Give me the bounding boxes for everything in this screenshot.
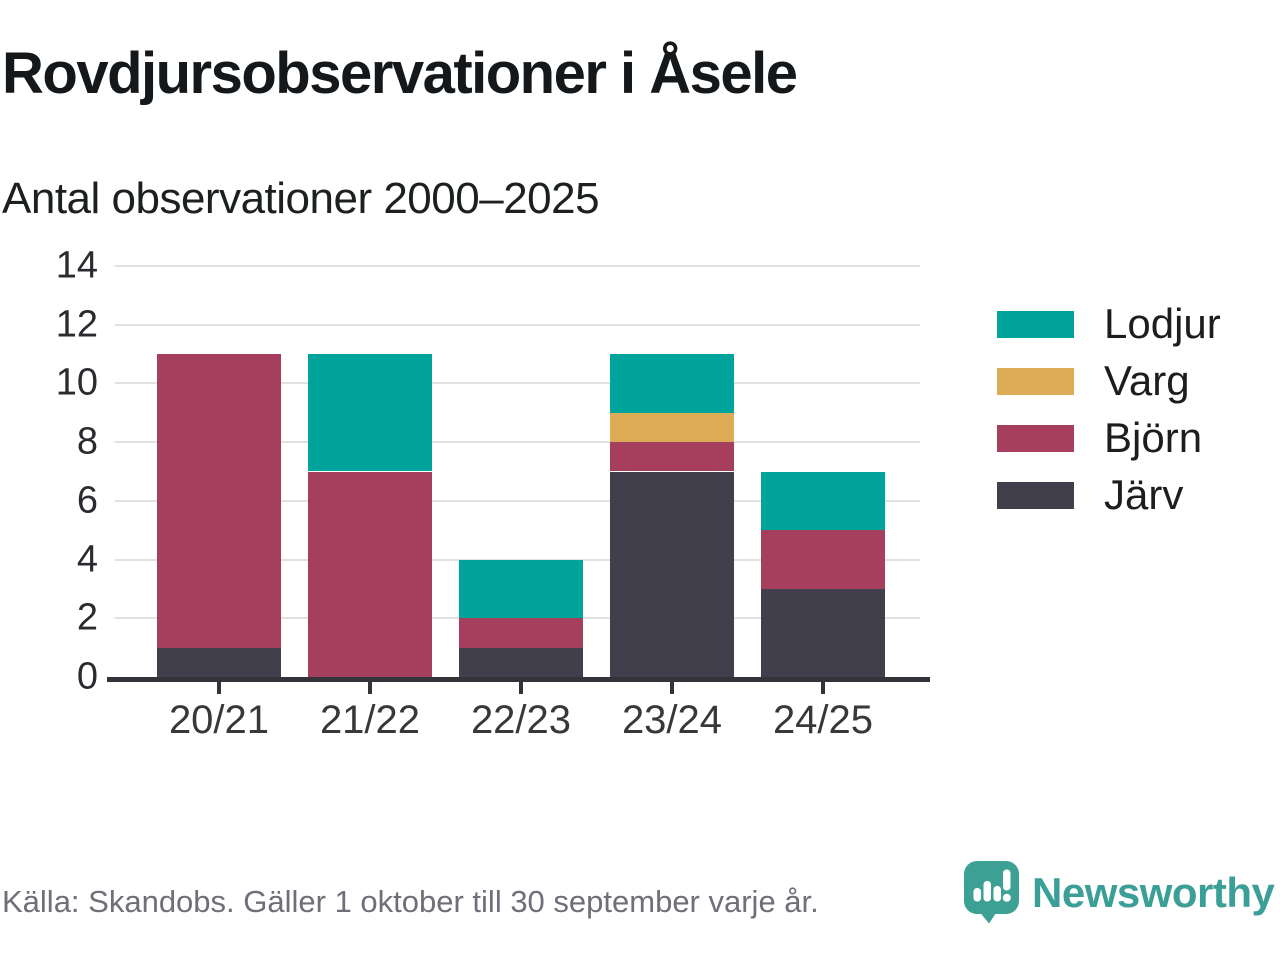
legend-swatch-järv [997, 481, 1074, 509]
legend-swatch-varg [997, 367, 1074, 395]
gridline-6 [115, 499, 920, 502]
y-axis-label-14: 14 [55, 244, 98, 287]
y-axis-label-8: 8 [76, 420, 98, 463]
brand-wordmark: Newsworthy [1032, 869, 1275, 916]
x-axis-label-20-21: 20/21 [168, 698, 270, 742]
x-axis-tick-23-24 [670, 682, 674, 694]
legend-label-björn: Björn [1104, 414, 1203, 461]
y-axis-label-2: 2 [76, 596, 98, 639]
legend-item-lodjur: Lodjur [997, 302, 1221, 346]
legend-item-järv: Järv [997, 473, 1221, 517]
bar-segment-lodjur-22-23 [459, 559, 583, 619]
x-axis-label-24-25: 24/25 [772, 698, 874, 742]
legend-label-lodjur: Lodjur [1104, 300, 1221, 347]
source-text: Källa: Skandobs. Gäller 1 oktober till 3… [2, 884, 819, 919]
x-axis-label-23-24: 23/24 [621, 698, 723, 742]
x-axis-tick-20-21 [217, 682, 221, 694]
bar-segment-järv-23-24 [610, 471, 734, 677]
bar-segment-björn-20-21 [157, 354, 281, 648]
gridline-10 [115, 382, 920, 385]
legend-label-varg: Varg [1104, 357, 1190, 404]
y-axis-label-12: 12 [55, 303, 98, 346]
legend-swatch-björn [997, 424, 1074, 452]
bar-segment-varg-23-24 [610, 412, 734, 443]
legend-swatch-lodjur [997, 310, 1074, 338]
bar-segment-björn-24-25 [761, 530, 885, 589]
x-axis-label-22-23: 22/23 [470, 698, 572, 742]
gridline-8 [115, 441, 920, 444]
chart-title: Rovdjursobservationer i Åsele [2, 41, 798, 106]
y-axis-label-6: 6 [76, 479, 98, 522]
legend: Lodjur Varg Björn Järv [997, 302, 1221, 517]
brand-logo: Newsworthy [963, 860, 1275, 924]
x-axis-tick-21-22 [368, 682, 372, 694]
bar-segment-lodjur-24-25 [761, 471, 885, 531]
legend-item-varg: Varg [997, 359, 1221, 403]
bar-segment-järv-20-21 [157, 647, 281, 677]
bar-segment-lodjur-21-22 [308, 354, 432, 472]
newsworthy-bubble-icon [964, 861, 1019, 924]
x-axis-label-21-22: 21/22 [319, 698, 421, 742]
legend-label-järv: Järv [1104, 471, 1184, 518]
gridline-14 [115, 265, 920, 267]
y-axis-label-4: 4 [76, 538, 98, 581]
bar-segment-järv-22-23 [459, 647, 583, 677]
x-axis-tick-24-25 [821, 682, 825, 694]
bar-segment-björn-21-22 [308, 471, 432, 677]
bar-segment-björn-22-23 [459, 618, 583, 648]
chart-subtitle: Antal observationer 2000–2025 [2, 174, 600, 223]
x-axis-tick-22-23 [519, 682, 523, 694]
y-axis-label-0: 0 [76, 655, 98, 698]
bar-segment-björn-23-24 [610, 442, 734, 472]
bar-segment-järv-24-25 [761, 588, 885, 677]
bar-segment-lodjur-23-24 [610, 354, 734, 413]
legend-item-björn: Björn [997, 416, 1221, 460]
x-axis-line [107, 677, 930, 682]
gridline-12 [115, 323, 920, 326]
y-axis-label-10: 10 [55, 361, 98, 404]
